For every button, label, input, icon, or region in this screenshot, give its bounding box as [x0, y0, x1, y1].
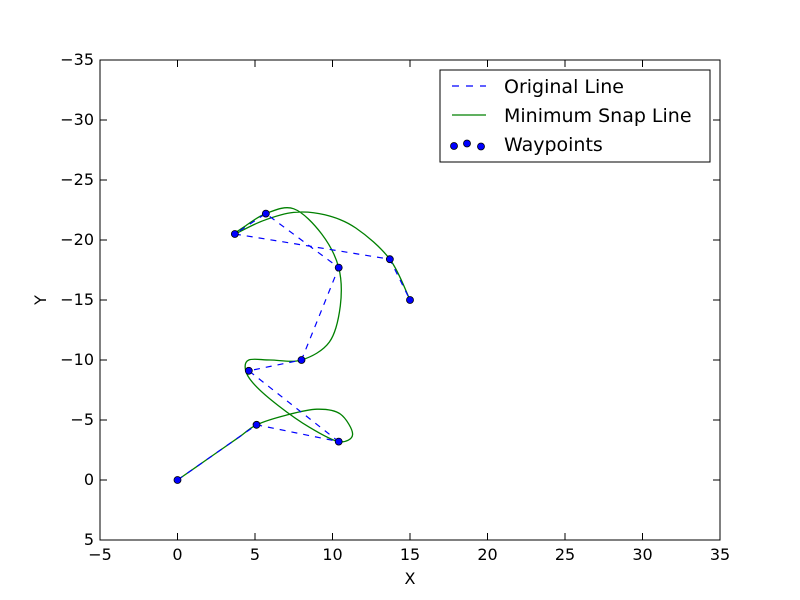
x-tick-label: 5 — [250, 545, 260, 564]
x-tick-label: 35 — [710, 545, 730, 564]
y-tick-label: 5 — [84, 530, 94, 549]
legend-waypoints-label: Waypoints — [504, 134, 603, 156]
waypoint-marker — [334, 263, 343, 272]
axis-ticks — [99, 59, 721, 541]
legend-minimum-snap-line-label: Minimum Snap Line — [504, 105, 692, 127]
legend-waypoint-marker — [477, 142, 485, 151]
x-tick-label: 20 — [477, 545, 497, 564]
x-tick-label: −5 — [88, 545, 112, 564]
x-tick-label: 10 — [322, 545, 342, 564]
y-tick-label: −10 — [60, 350, 94, 369]
y-tick-label: −25 — [60, 170, 94, 189]
x-axis-label: X — [405, 569, 416, 588]
x-tick-label: 0 — [172, 545, 182, 564]
series-original-line — [177, 212, 411, 481]
waypoint-marker — [406, 296, 414, 304]
waypoint-marker — [297, 356, 306, 364]
waypoint-marker — [244, 366, 253, 375]
y-tick-label: −35 — [60, 50, 94, 69]
legend-original-line-label: Original Line — [504, 76, 624, 98]
y-tick-label: −5 — [70, 410, 94, 429]
legend-waypoint-marker — [450, 142, 458, 150]
waypoint-marker — [261, 209, 270, 218]
y-tick-label: 0 — [84, 470, 94, 489]
y-tick-label: −30 — [60, 110, 94, 129]
axis-tick-labels: −5 0 5 10 15 20 25 30 35 5 0 −5 −10 −15 −20 −25 −30 −35 — [60, 50, 730, 564]
legend-box — [439, 69, 711, 163]
y-tick-label: −15 — [60, 290, 94, 309]
waypoint-marker — [385, 255, 394, 264]
legend: Original Line Minimum Snap Line Waypoint… — [439, 69, 711, 163]
y-axis-label: Y — [31, 295, 50, 306]
y-tick-label: −20 — [60, 230, 94, 249]
x-tick-label: 15 — [400, 545, 420, 564]
series-minimum-snap-line — [177, 207, 411, 481]
waypoint-marker — [252, 420, 261, 429]
x-tick-label: 25 — [555, 545, 575, 564]
waypoint-marker — [230, 230, 239, 238]
waypoint-marker — [334, 437, 343, 446]
x-tick-label: 30 — [632, 545, 652, 564]
legend-waypoint-marker — [463, 139, 471, 148]
waypoint-marker — [173, 476, 182, 484]
series-layer — [173, 207, 414, 484]
